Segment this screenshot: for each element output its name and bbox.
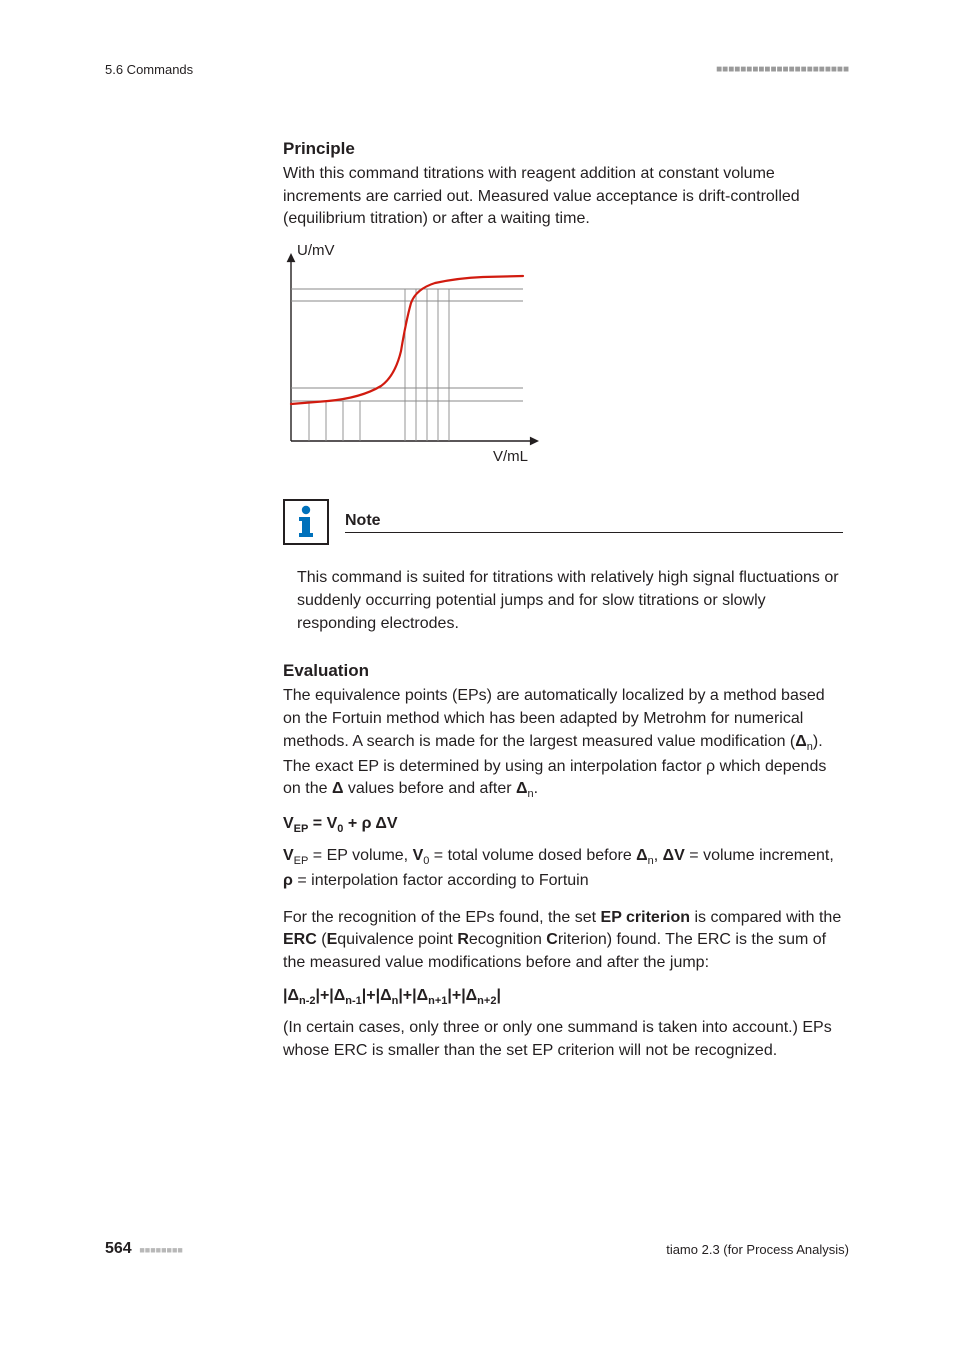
formula-erc-sum: |Δn-2|+|Δn-1|+|Δn|+|Δn+1|+|Δn+2| (283, 987, 843, 1007)
principle-heading: Principle (283, 139, 843, 159)
t: = V (308, 815, 337, 832)
header-ornament: ■■■■■■■■■■■■■■■■■■■■■■ (716, 64, 849, 75)
evaluation-para-3: For the recognition of the EPs found, th… (283, 907, 843, 975)
footer-product-label: tiamo 2.3 (for Process Analysis) (666, 1242, 849, 1257)
t: |+|Δ (362, 987, 392, 1004)
evaluation-heading: Evaluation (283, 661, 843, 681)
t: ecognition (469, 931, 546, 948)
t: + ρ ΔV (343, 815, 397, 832)
titration-curve-svg: U/mV V/mL (283, 241, 563, 476)
t: = total volume dosed before (429, 847, 636, 864)
footer-left: 564 ■■■■■■■■ (105, 1240, 183, 1258)
t: C (546, 931, 558, 948)
info-icon-box (283, 499, 329, 545)
t: , (654, 847, 663, 864)
delta-symbol: Δ (332, 780, 344, 797)
note-header: Note (283, 499, 843, 545)
delta-symbol: Δ (795, 733, 807, 750)
t: E (327, 931, 338, 948)
t: R (457, 931, 469, 948)
t: is compared with the (690, 909, 841, 926)
note-body: This command is suited for titrations wi… (297, 567, 843, 635)
t: ( (317, 931, 327, 948)
info-icon (291, 505, 321, 539)
t: |+|Δ (398, 987, 428, 1004)
page: 5.6 Commands ■■■■■■■■■■■■■■■■■■■■■■ Prin… (0, 0, 954, 1350)
evaluation-para-1: The equivalence points (EPs) are automat… (283, 685, 843, 803)
header-section-label: 5.6 Commands (105, 62, 193, 77)
delta-symbol: Δ (516, 780, 528, 797)
t: = volume increment, (685, 847, 834, 864)
principle-section: Principle With this command titrations w… (283, 139, 843, 231)
t: = EP volume, (308, 847, 412, 864)
page-footer: 564 ■■■■■■■■ tiamo 2.3 (for Process Anal… (105, 1240, 849, 1258)
t: |+|Δ (447, 987, 477, 1004)
footer-ornament: ■■■■■■■■ (139, 1245, 183, 1255)
t: V (413, 847, 424, 864)
erc-label: ERC (283, 931, 317, 948)
delta-v: ΔV (663, 847, 685, 864)
t: quivalence point (337, 931, 457, 948)
evaluation-para-4: (In certain cases, only three or only on… (283, 1017, 843, 1062)
titration-chart: U/mV V/mL (283, 241, 843, 481)
note-callout: Note This command is suited for titratio… (283, 499, 843, 635)
sub: n+2 (477, 995, 496, 1007)
main-content: Principle With this command titrations w… (283, 139, 843, 1063)
sub: n-1 (345, 995, 362, 1007)
principle-paragraph: With this command titrations with reagen… (283, 163, 843, 231)
rho-symbol: ρ (283, 872, 293, 889)
note-title: Note (345, 512, 843, 533)
t: . (534, 780, 538, 797)
sub: n-2 (299, 995, 316, 1007)
t: V (283, 847, 294, 864)
sub: EP (294, 823, 309, 835)
t: values before and after (343, 780, 516, 797)
evaluation-para-2: VEP = EP volume, V0 = total volume dosed… (283, 845, 843, 893)
t: For the recognition of the EPs found, th… (283, 909, 601, 926)
ep-criterion-label: EP criterion (601, 909, 691, 926)
note-title-wrap: Note (345, 512, 843, 533)
t: |+|Δ (315, 987, 345, 1004)
page-header: 5.6 Commands ■■■■■■■■■■■■■■■■■■■■■■ (105, 62, 849, 77)
sub: n+1 (428, 995, 447, 1007)
svg-text:U/mV: U/mV (297, 242, 335, 259)
t: | (496, 987, 500, 1004)
formula-vep: VEP = V0 + ρ ΔV (283, 815, 843, 835)
sub: EP (294, 855, 309, 867)
t: V (283, 815, 294, 832)
t: |Δ (283, 987, 299, 1004)
page-number: 564 (105, 1240, 132, 1257)
t: = interpolation factor according to Fort… (293, 872, 589, 889)
evaluation-section: Evaluation The equivalence points (EPs) … (283, 661, 843, 1062)
t: The equivalence points (EPs) are automat… (283, 687, 825, 749)
svg-text:V/mL: V/mL (493, 448, 528, 465)
delta-symbol: Δ (636, 847, 648, 864)
